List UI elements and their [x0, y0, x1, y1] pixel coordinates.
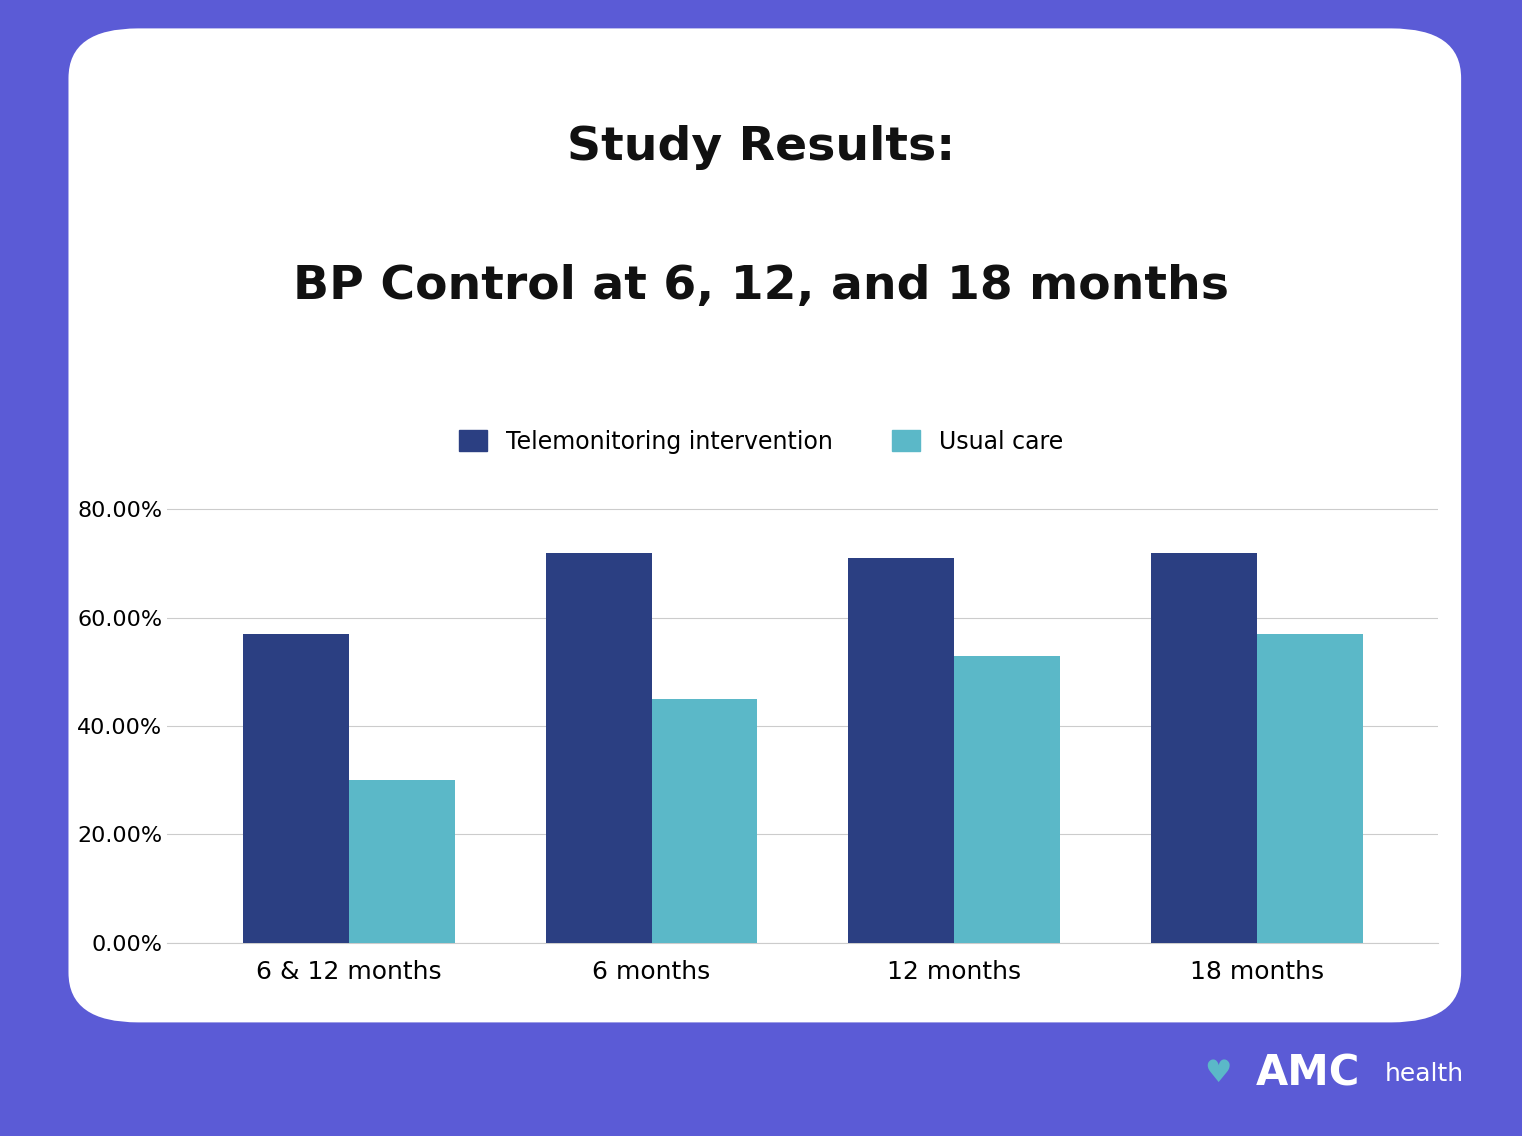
Text: Study Results:: Study Results: — [566, 125, 956, 170]
Bar — [546, 552, 651, 943]
Legend: Telemonitoring intervention, Usual care: Telemonitoring intervention, Usual care — [447, 418, 1075, 466]
Text: health: health — [1385, 1061, 1464, 1086]
Bar — [651, 699, 758, 943]
Text: AMC: AMC — [1256, 1053, 1361, 1094]
Text: BP Control at 6, 12, and 18 months: BP Control at 6, 12, and 18 months — [294, 265, 1228, 309]
Bar — [1151, 552, 1257, 943]
Bar — [244, 634, 349, 943]
Text: ♥: ♥ — [1204, 1059, 1231, 1088]
Bar — [848, 558, 954, 943]
Bar — [954, 655, 1059, 943]
Bar — [1257, 634, 1362, 943]
Bar — [349, 780, 455, 943]
FancyBboxPatch shape — [68, 28, 1461, 1022]
